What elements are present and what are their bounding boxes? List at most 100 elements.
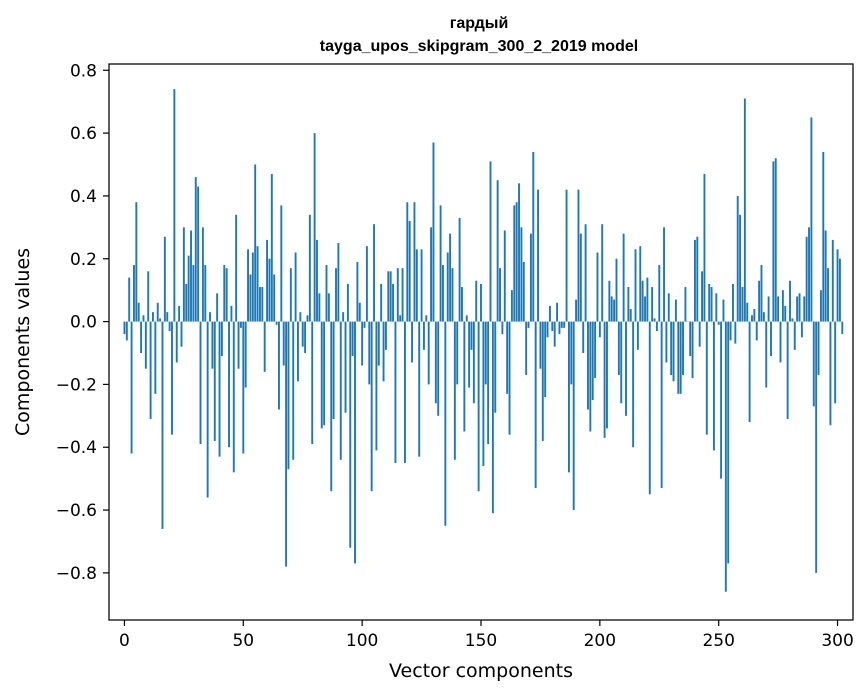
bar-189 xyxy=(572,321,575,511)
bar-228 xyxy=(665,321,668,363)
bar-229 xyxy=(667,293,670,322)
bar-276 xyxy=(779,321,782,363)
bar-72 xyxy=(294,252,297,322)
bar-298 xyxy=(831,239,834,322)
bar-274 xyxy=(774,158,777,322)
bar-108 xyxy=(380,283,383,322)
bar-278 xyxy=(784,305,787,322)
x-tick-label: 100 xyxy=(346,631,378,651)
bar-216 xyxy=(636,321,639,350)
bar-280 xyxy=(789,280,791,322)
bar-297 xyxy=(829,321,832,426)
bar-75 xyxy=(301,321,304,347)
bar-292 xyxy=(817,321,820,375)
chart-subtitle: tayga_upos_skipgram_300_2_2019 model xyxy=(320,38,638,55)
bar-199 xyxy=(596,252,599,322)
bar-147 xyxy=(472,321,475,404)
bar-7 xyxy=(140,321,143,353)
bar-136 xyxy=(446,252,449,322)
bar-48 xyxy=(237,321,240,369)
bar-161 xyxy=(506,321,509,394)
bar-100 xyxy=(361,321,364,366)
bar-263 xyxy=(748,321,751,423)
bar-47 xyxy=(235,214,238,322)
bar-153 xyxy=(487,321,490,445)
bar-225 xyxy=(658,265,661,322)
bar-293 xyxy=(819,290,822,322)
bar-125 xyxy=(420,249,423,322)
bar-15 xyxy=(159,318,162,322)
bar-261 xyxy=(743,98,746,322)
bar-282 xyxy=(793,321,796,350)
bar-118 xyxy=(403,321,406,463)
bar-117 xyxy=(401,268,404,322)
bar-23 xyxy=(178,305,181,322)
bar-126 xyxy=(423,321,425,350)
bar-135 xyxy=(444,321,447,526)
bar-257 xyxy=(734,321,737,344)
bar-54 xyxy=(251,252,254,322)
bar-124 xyxy=(418,321,421,457)
bar-149 xyxy=(477,321,480,492)
bar-231 xyxy=(672,321,675,382)
bar-294 xyxy=(822,151,825,322)
bar-166 xyxy=(518,183,520,322)
bar-197 xyxy=(591,321,594,401)
bar-144 xyxy=(465,315,468,322)
bar-50 xyxy=(242,321,245,454)
bar-38 xyxy=(213,321,216,441)
bar-44 xyxy=(228,321,230,448)
bar-31 xyxy=(197,186,200,322)
y-tick-label: −0.4 xyxy=(56,438,97,458)
bar-256 xyxy=(732,283,734,322)
bar-245 xyxy=(705,321,708,435)
bar-58 xyxy=(261,287,264,322)
bar-115 xyxy=(396,268,399,322)
bar-45 xyxy=(230,305,233,322)
bar-212 xyxy=(627,287,630,322)
bar-76 xyxy=(304,321,307,353)
bar-138 xyxy=(451,268,454,322)
bar-3 xyxy=(130,321,133,454)
bar-156 xyxy=(494,321,497,413)
bar-169 xyxy=(525,321,528,375)
bar-204 xyxy=(608,280,611,322)
bar-119 xyxy=(406,202,409,322)
bar-5 xyxy=(135,202,138,322)
bar-291 xyxy=(815,321,818,573)
bar-240 xyxy=(693,239,696,322)
bar-214 xyxy=(632,321,635,448)
bar-288 xyxy=(808,227,810,322)
x-tick-label: 50 xyxy=(232,631,254,651)
bar-235 xyxy=(682,321,684,375)
bar-223 xyxy=(653,318,656,322)
bar-133 xyxy=(439,205,442,322)
x-tick-label: 200 xyxy=(584,631,616,651)
bar-148 xyxy=(475,280,478,322)
bar-253 xyxy=(724,321,727,592)
bar-271 xyxy=(767,296,770,322)
bar-221 xyxy=(648,321,651,495)
bar-146 xyxy=(470,321,473,350)
bar-185 xyxy=(563,321,566,328)
bar-258 xyxy=(736,195,739,322)
bar-56 xyxy=(256,246,259,322)
bar-255 xyxy=(729,321,732,341)
bar-264 xyxy=(751,315,753,322)
bar-227 xyxy=(663,227,665,322)
bar-243 xyxy=(701,271,704,322)
bar-35 xyxy=(206,321,209,498)
bar-176 xyxy=(541,321,544,441)
bar-0 xyxy=(123,321,126,335)
bar-99 xyxy=(358,302,361,322)
bar-300 xyxy=(836,249,839,322)
bar-236 xyxy=(684,287,687,322)
bar-286 xyxy=(803,296,806,322)
bar-239 xyxy=(691,321,694,379)
bar-265 xyxy=(753,309,756,322)
chart-title: гардый xyxy=(450,15,509,32)
bar-13 xyxy=(154,321,157,394)
bar-87 xyxy=(330,321,333,492)
bar-179 xyxy=(548,305,551,322)
